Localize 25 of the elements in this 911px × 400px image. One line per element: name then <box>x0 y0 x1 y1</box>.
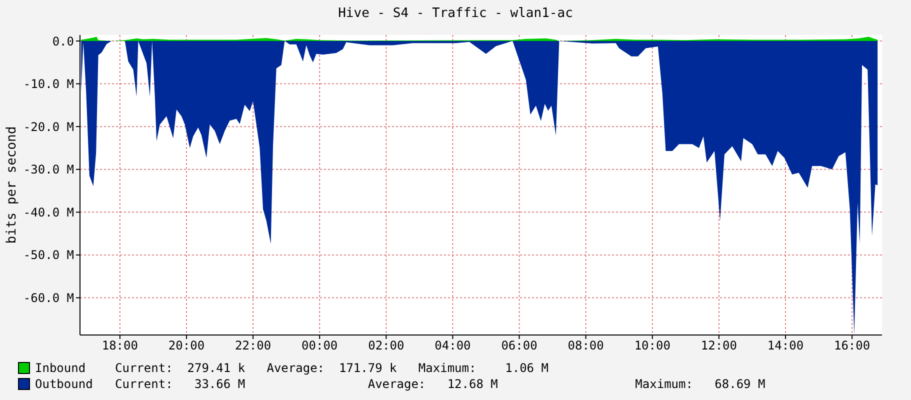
legend-label: Inbound <box>35 361 87 375</box>
y-axis-title: bits per second <box>4 126 20 244</box>
x-tick-label: 18:00 <box>102 338 138 353</box>
x-tick-label: 20:00 <box>168 338 205 353</box>
x-tick-label: 06:00 <box>501 338 538 353</box>
x-tick-label: 04:00 <box>434 338 471 353</box>
x-tick-label: 16:00 <box>834 338 870 353</box>
y-tick-label: 0.0 <box>52 34 74 48</box>
legend-label: Outbound <box>35 377 94 391</box>
text: Current: 279.41 k Average: 171.79 k Maximum: 1.06 M <box>115 361 548 375</box>
y-tick-label: -40.0 M <box>23 205 74 220</box>
y-tick-label: -60.0 M <box>23 291 74 306</box>
chart-title: Hive - S4 - Traffic - wlan1-ac <box>337 6 574 21</box>
x-tick-label: 22:00 <box>234 338 272 353</box>
text: Current: 33.66 M Average: 12.68 M Maximum: 68.69 M <box>115 377 766 391</box>
x-tick-label: 08:00 <box>568 338 604 353</box>
y-tick-label: -20.0 M <box>23 120 74 134</box>
x-tick-label: 10:00 <box>634 338 670 353</box>
y-tick-label: -10.0 M <box>23 77 74 92</box>
x-tick-label: 14:00 <box>767 338 804 353</box>
x-tick-label: 00:00 <box>302 338 338 353</box>
y-tick-label: -30.0 M <box>23 162 74 177</box>
x-tick-label: 02:00 <box>368 338 404 353</box>
x-tick-label: 12:00 <box>700 338 737 353</box>
y-tick-label: -50.0 M <box>23 248 74 262</box>
